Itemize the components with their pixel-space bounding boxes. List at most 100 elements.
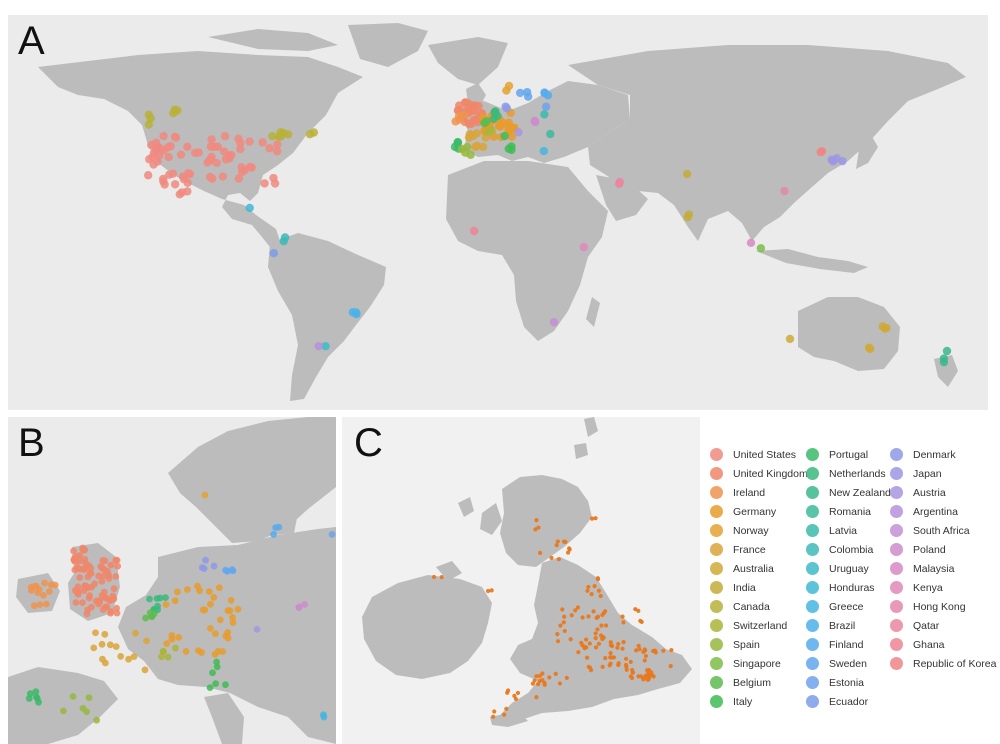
sample-marker: [616, 641, 621, 647]
legend-item: Colombia: [806, 540, 873, 559]
sample-marker: [269, 173, 278, 183]
sample-marker: [295, 603, 303, 611]
sample-marker: [35, 698, 42, 706]
sample-marker: [321, 341, 330, 351]
sample-markers: [431, 516, 674, 719]
sample-marker: [682, 169, 692, 179]
sample-marker: [575, 605, 581, 610]
legend-swatch: [890, 581, 903, 594]
sample-marker: [34, 589, 42, 597]
legend-swatch: [710, 562, 723, 575]
sample-marker: [113, 609, 121, 617]
sample-marker: [201, 491, 209, 499]
sample-marker: [227, 596, 235, 604]
sample-marker: [72, 599, 80, 606]
sample-marker: [558, 623, 563, 628]
sample-marker: [153, 595, 161, 602]
sample-marker: [86, 570, 94, 577]
sample-marker: [183, 178, 192, 188]
sample-marker: [207, 152, 216, 162]
legend-swatch: [806, 448, 819, 461]
legend-swatch: [890, 467, 903, 480]
sample-marker: [645, 677, 650, 682]
sample-marker: [45, 588, 53, 595]
sample-marker: [328, 530, 336, 538]
sample-marker: [596, 588, 602, 593]
legend-swatch: [710, 524, 723, 537]
sample-marker: [645, 668, 650, 673]
legend-item: Ireland: [710, 483, 765, 502]
legend-label: New Zealand: [829, 486, 891, 499]
sample-marker: [536, 682, 541, 687]
sample-marker: [146, 595, 153, 603]
sample-marker: [183, 142, 192, 152]
sample-marker: [603, 623, 609, 628]
sample-marker: [236, 138, 245, 148]
legend-item: Portugal: [806, 445, 868, 464]
sample-marker: [202, 556, 209, 564]
sample-marker: [530, 681, 536, 686]
sample-marker: [215, 584, 223, 592]
sample-marker: [636, 643, 641, 648]
sample-marker: [258, 138, 267, 147]
sample-marker: [88, 583, 96, 591]
legend-item: Singapore: [710, 654, 781, 673]
sample-marker: [245, 203, 254, 213]
sample-marker: [603, 656, 608, 661]
sample-marker: [513, 696, 519, 702]
sample-marker: [143, 637, 150, 645]
sample-marker: [32, 693, 40, 701]
sample-marker: [175, 190, 184, 199]
sample-marker: [562, 628, 567, 634]
legend-item: Netherlands: [806, 464, 886, 483]
legend-item: Honduras: [806, 578, 875, 597]
sample-marker: [107, 561, 115, 569]
sample-marker: [114, 562, 122, 570]
legend-swatch: [890, 562, 903, 575]
sample-marker: [225, 154, 234, 163]
legend-label: Brazil: [829, 619, 856, 632]
sample-marker: [542, 682, 547, 687]
sample-marker: [641, 677, 646, 682]
sample-marker: [523, 92, 533, 101]
sample-marker: [543, 91, 553, 100]
sample-marker: [608, 643, 614, 648]
legend-swatch: [710, 676, 723, 689]
sample-marker: [591, 609, 596, 614]
landmasses: [38, 23, 966, 401]
sample-marker: [628, 659, 633, 664]
sample-marker: [83, 708, 90, 716]
sample-marker: [561, 620, 566, 625]
sample-marker: [600, 664, 605, 670]
sample-marker: [43, 600, 50, 608]
sample-marker: [490, 108, 499, 117]
sample-marker: [175, 633, 183, 641]
sample-marker: [454, 112, 464, 121]
legend-item: Romania: [806, 502, 871, 521]
sample-marker: [352, 308, 361, 317]
sample-marker: [164, 153, 173, 162]
sample-marker: [265, 144, 274, 153]
legend-item: Qatar: [890, 616, 939, 635]
legend-label: Honduras: [829, 581, 875, 594]
sample-marker: [584, 645, 589, 650]
sample-marker: [40, 591, 47, 599]
sample-marker: [212, 680, 220, 687]
sample-marker: [183, 586, 191, 593]
sample-marker: [210, 593, 218, 601]
sample-marker: [182, 648, 190, 655]
sample-marker: [593, 645, 599, 650]
sample-marker: [628, 674, 633, 679]
sample-marker: [661, 648, 666, 653]
sample-marker: [573, 608, 578, 613]
country-legend: United States United Kingdom Ireland German…: [710, 445, 1000, 735]
sample-marker: [158, 653, 166, 661]
legend-swatch: [806, 524, 819, 537]
sample-markers: [143, 81, 952, 367]
legend-swatch: [710, 619, 723, 632]
sample-marker: [615, 645, 620, 650]
sample-marker: [557, 681, 563, 686]
sample-marker: [268, 131, 277, 141]
legend-label: Ecuador: [829, 695, 869, 708]
sample-marker: [74, 590, 82, 598]
